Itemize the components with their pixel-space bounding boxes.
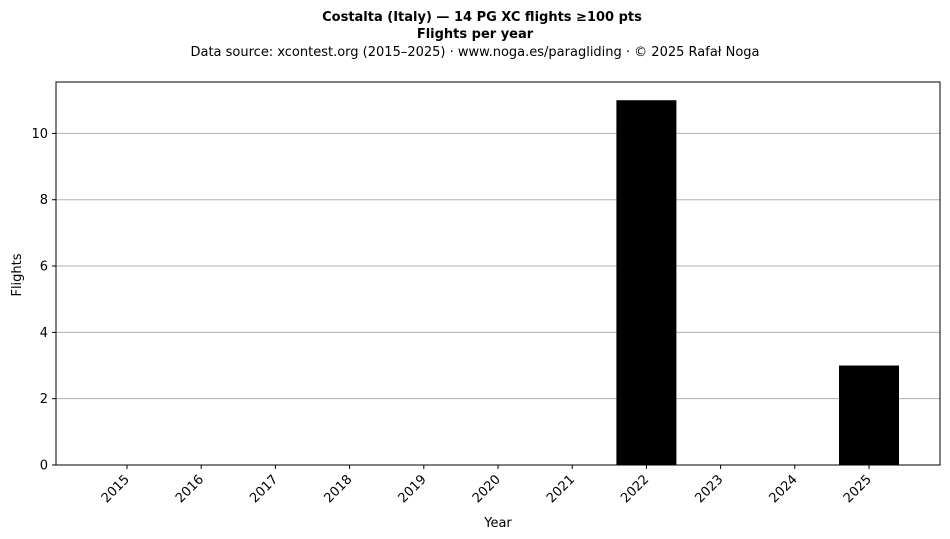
x-tick-label: 2023: [692, 472, 726, 506]
x-tick-label: 2024: [767, 472, 801, 506]
chart-title: Costalta (Italy) — 14 PG XC flights ≥100…: [322, 10, 642, 25]
x-tick-label: 2017: [247, 472, 281, 506]
x-tick-label: 2020: [470, 472, 504, 506]
chart-subtitle: Flights per year: [417, 27, 534, 42]
x-tick-label: 2021: [544, 472, 578, 506]
x-tick-label: 2019: [396, 472, 430, 506]
x-tick-label: 2025: [841, 472, 875, 506]
x-ticks: 2015 2016 2017 2018 2019 2020 2021 2022 2023 2024…: [99, 465, 875, 506]
y-axis-label: Flights: [10, 253, 25, 296]
chart-source-note: Data source: xcontest.org (2015–2025) · …: [190, 45, 759, 60]
y-tick-label: 6: [40, 260, 48, 275]
y-ticks: 0 2 4 6 8 10: [31, 127, 56, 474]
y-tick-label: 10: [31, 127, 48, 142]
y-tick-label: 0: [40, 459, 48, 474]
bar-2025: [839, 365, 899, 465]
y-tick-label: 4: [40, 326, 48, 341]
x-tick-label: 2018: [321, 472, 355, 506]
x-tick-label: 2015: [99, 472, 133, 506]
plot-frame: [55, 81, 941, 466]
y-tick-label: 2: [40, 392, 48, 407]
y-tick-label: 8: [40, 193, 48, 208]
x-tick-label: 2022: [618, 472, 652, 506]
grid-lines: [56, 132, 940, 400]
x-tick-label: 2016: [173, 472, 207, 506]
bar-2022: [616, 100, 677, 465]
bars: [616, 100, 899, 465]
x-axis-label: Year: [483, 516, 512, 531]
